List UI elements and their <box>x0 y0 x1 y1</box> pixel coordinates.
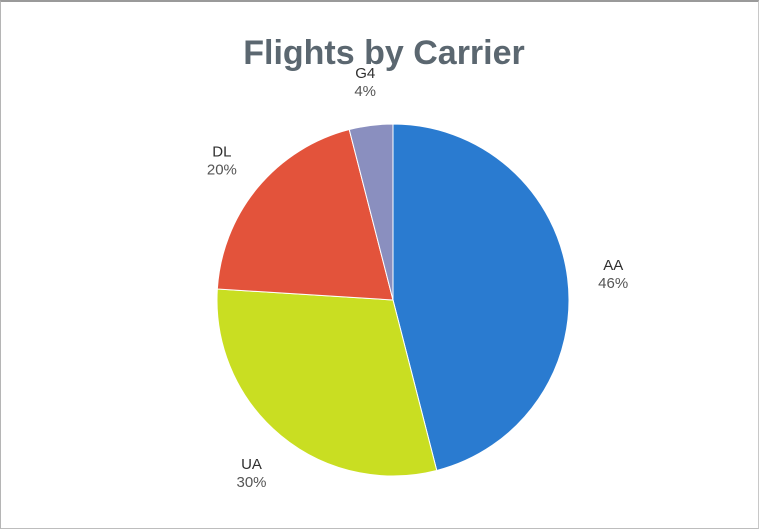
chart-title: Flights by Carrier <box>243 34 525 72</box>
slice-label-g4: G4 <box>355 65 375 82</box>
slice-value-g4: 4% <box>354 83 376 100</box>
slice-value-dl: 20% <box>207 162 237 179</box>
slice-label-dl: DL <box>212 144 231 161</box>
pie-slice-dl <box>216 128 394 301</box>
slice-label-ua: UA <box>241 456 262 473</box>
slice-value-ua: 30% <box>236 474 266 491</box>
pie-slice-aa <box>392 123 570 472</box>
pie-slices <box>216 123 570 477</box>
slice-label-aa: AA <box>603 257 623 274</box>
slice-value-aa: 46% <box>598 275 628 292</box>
pie-slice-ua <box>216 288 438 477</box>
pie-slice-g4 <box>348 123 394 301</box>
